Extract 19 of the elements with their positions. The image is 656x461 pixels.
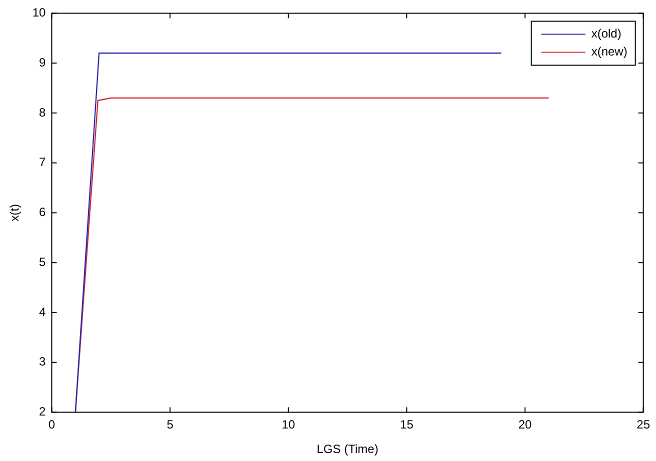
y-tick-label: 4 <box>39 304 46 319</box>
y-tick-label: 3 <box>39 354 46 369</box>
x-tick-label: 15 <box>400 418 414 432</box>
x-tick-label: 10 <box>282 418 296 432</box>
y-tick-label: 8 <box>39 105 46 120</box>
x-tick-label: 5 <box>166 418 174 432</box>
x-axis-title: LGS (Time) <box>316 442 378 456</box>
x-tick-label: 25 <box>636 418 650 432</box>
y-tick-label: 10 <box>32 6 46 20</box>
legend-label: x(old) <box>591 26 622 41</box>
legend-label: x(new) <box>591 44 628 59</box>
x-tick-label: 0 <box>48 418 56 432</box>
y-tick-label: 2 <box>39 404 46 419</box>
y-axis-title: x(t) <box>8 204 22 222</box>
y-tick-label: 7 <box>39 155 46 170</box>
y-tick-label: 5 <box>39 254 46 269</box>
y-tick-label: 9 <box>39 55 46 70</box>
y-tick-label: 6 <box>39 205 46 220</box>
x-tick-label: 20 <box>518 418 532 432</box>
